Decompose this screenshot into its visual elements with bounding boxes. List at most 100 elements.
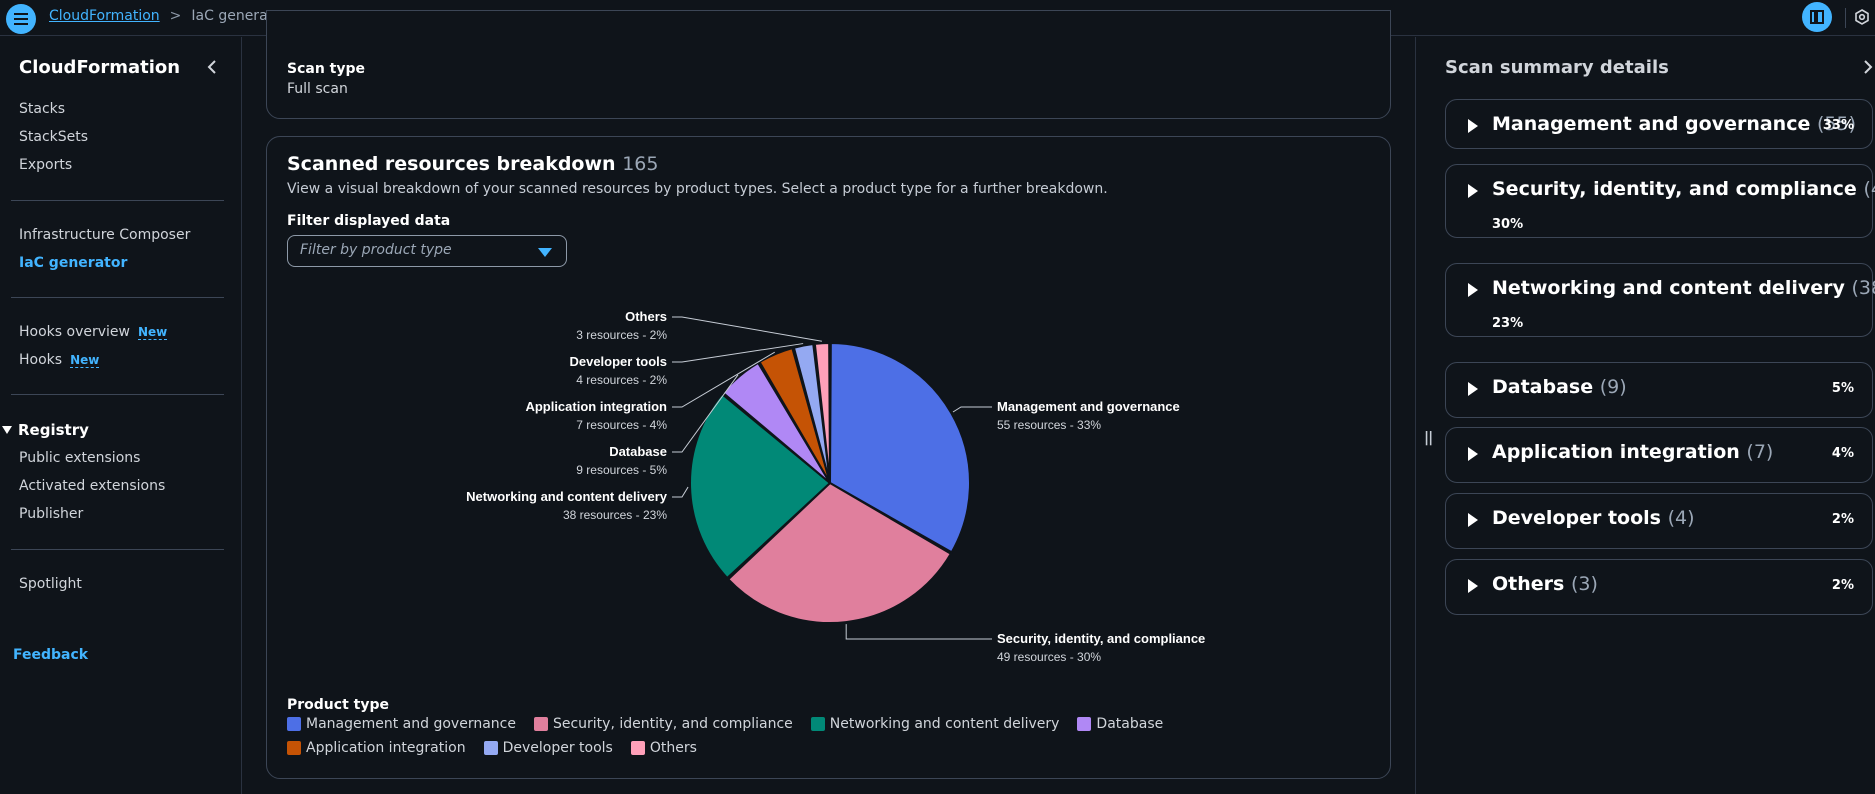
summary-item-others[interactable]: Others (3) 2% [1445, 559, 1873, 615]
feedback-link[interactable]: Feedback [13, 647, 89, 663]
pie-label-value: 55 resources - 33% [997, 418, 1101, 432]
pie-slice-security-identity[interactable] [726, 481, 953, 624]
legend-item-management-governance[interactable]: Management and governance [287, 716, 516, 732]
pie-chart: Management and governance 55 resources - … [466, 309, 1205, 664]
legend-item-security-identity[interactable]: Security, identity, and compliance [533, 716, 793, 732]
sidebar-item-hooks-overview[interactable]: Hooks overview New [19, 324, 168, 340]
legend-item-database[interactable]: Database [1077, 716, 1163, 732]
summary-item-count: (49) [1863, 178, 1875, 200]
pie-label-value: 4 resources - 2% [576, 373, 667, 387]
pie-label-leader-line [672, 316, 822, 342]
pie-slice-others[interactable] [813, 341, 831, 484]
sidebar-divider [11, 200, 224, 201]
breadcrumb-current: IaC generator [191, 8, 288, 24]
legend-label: Application integration [306, 740, 466, 756]
sidebar-item-publisher[interactable]: Publisher [19, 506, 84, 522]
pie-slice-management-governance[interactable] [828, 341, 971, 554]
sidebar-divider [11, 394, 224, 395]
summary-item-name: Database [1492, 376, 1594, 398]
sidebar-item-public-extensions[interactable]: Public extensions [19, 450, 141, 466]
summary-item-application-integration[interactable]: Application integration (7) 4% [1445, 427, 1873, 483]
caret-right-icon [1468, 283, 1478, 297]
breadcrumb: CloudFormation > IaC generator [49, 8, 287, 24]
panel-toggle-icon[interactable] [1802, 2, 1832, 32]
pie-slice-developer-tools[interactable] [792, 342, 831, 484]
legend-item-developer-tools[interactable]: Developer tools [483, 740, 613, 756]
sidebar-item-label: Hooks [19, 352, 63, 368]
summary-item-label: Security, identity, and compliance (49) [1492, 178, 1875, 200]
pie-label-leader-line [672, 351, 775, 408]
pie-slice-database[interactable] [721, 361, 831, 484]
pie-slice-application-integration[interactable] [758, 346, 831, 484]
filter-product-type-select[interactable]: Filter by product type [287, 235, 567, 267]
summary-item-label: Others (3) [1492, 573, 1598, 595]
summary-item-label: Application integration (7) [1492, 441, 1773, 463]
pie-label-name: Networking and content delivery [466, 489, 668, 504]
summary-item-percent: 30% [1492, 217, 1524, 232]
summary-item-percent: 5% [1831, 381, 1854, 396]
filter-placeholder: Filter by product type [300, 242, 452, 258]
sidebar-item-stacksets[interactable]: StackSets [19, 129, 89, 145]
scan-summary-panel: Scan summary details Management and gove… [1415, 37, 1875, 794]
legend-title: Product type [287, 697, 389, 713]
sidebar-item-label: Hooks overview [19, 324, 130, 340]
summary-item-label: Management and governance (55) [1492, 113, 1856, 135]
legend-swatch [1077, 717, 1092, 731]
sidebar-divider [11, 297, 224, 298]
sidebar-item-hooks[interactable]: Hooks New [19, 352, 100, 368]
pie-slice-networking[interactable] [689, 392, 832, 580]
menu-icon[interactable] [6, 4, 36, 34]
sidebar-section-label: Registry [18, 421, 89, 439]
summary-item-count: (3) [1570, 573, 1598, 595]
summary-item-developer-tools[interactable]: Developer tools (4) 2% [1445, 493, 1873, 549]
summary-item-management-governance[interactable]: Management and governance (55) 33% [1445, 99, 1873, 149]
breakdown-description: View a visual breakdown of your scanned … [287, 181, 1108, 197]
summary-item-networking[interactable]: Networking and content delivery (38) 23% [1445, 263, 1875, 337]
summary-item-label: Networking and content delivery (38) [1492, 277, 1875, 299]
chart-legend: Management and governance Security, ident… [287, 716, 1287, 756]
pie-label-leader-line [672, 343, 804, 363]
summary-item-count: (7) [1746, 441, 1774, 463]
caret-down-icon [2, 426, 12, 434]
legend-label: Security, identity, and compliance [552, 716, 793, 732]
sidebar-item-activated-extensions[interactable]: Activated extensions [19, 478, 166, 494]
caret-right-icon [1468, 119, 1478, 133]
legend-swatch [810, 717, 825, 731]
sidebar-item-spotlight[interactable]: Spotlight [19, 576, 82, 592]
chevron-right-icon[interactable] [1862, 59, 1874, 75]
chevron-left-icon[interactable] [205, 59, 219, 75]
scan-type-value: Full scan [287, 81, 348, 97]
legend-item-networking[interactable]: Networking and content delivery [810, 716, 1059, 732]
summary-item-database[interactable]: Database (9) 5% [1445, 362, 1873, 418]
summary-item-name: Security, identity, and compliance [1492, 178, 1857, 200]
sidebar-item-stacks[interactable]: Stacks [19, 101, 66, 117]
sidebar-item-iac-generator[interactable]: IaC generator [19, 255, 128, 271]
resize-handle-icon[interactable]: || [1424, 430, 1433, 446]
summary-item-count: (9) [1599, 376, 1627, 398]
new-badge: New [70, 353, 100, 368]
legend-label: Developer tools [502, 740, 613, 756]
legend-item-application-integration[interactable]: Application integration [287, 740, 466, 756]
summary-item-security-identity[interactable]: Security, identity, and compliance (49) … [1445, 164, 1875, 238]
pie-label-value: 49 resources - 30% [997, 650, 1101, 664]
summary-item-name: Networking and content delivery [1492, 277, 1845, 299]
hexagon-settings-icon[interactable] [1854, 9, 1870, 25]
summary-item-percent: 4% [1831, 446, 1854, 461]
sidebar-section-registry[interactable]: Registry [2, 421, 89, 439]
pie-label-name: Others [625, 309, 667, 324]
sidebar-item-infrastructure-composer[interactable]: Infrastructure Composer [19, 227, 191, 243]
caret-right-icon [1468, 447, 1478, 461]
legend-swatch [287, 717, 301, 731]
pie-label-leader-line [845, 624, 992, 640]
summary-item-count: (4) [1667, 507, 1695, 529]
caret-right-icon [1468, 382, 1478, 396]
scanned-resources-card: Scanned resources breakdown 165 View a v… [266, 136, 1391, 779]
filter-label: Filter displayed data [287, 213, 451, 229]
legend-item-others[interactable]: Others [630, 740, 697, 756]
legend-label: Database [1096, 716, 1164, 732]
new-badge: New [137, 325, 168, 340]
breadcrumb-cloudformation[interactable]: CloudFormation [49, 8, 160, 24]
pie-label-name: Database [609, 444, 667, 459]
sidebar-item-exports[interactable]: Exports [19, 157, 73, 173]
pie-label-name: Developer tools [569, 354, 667, 369]
